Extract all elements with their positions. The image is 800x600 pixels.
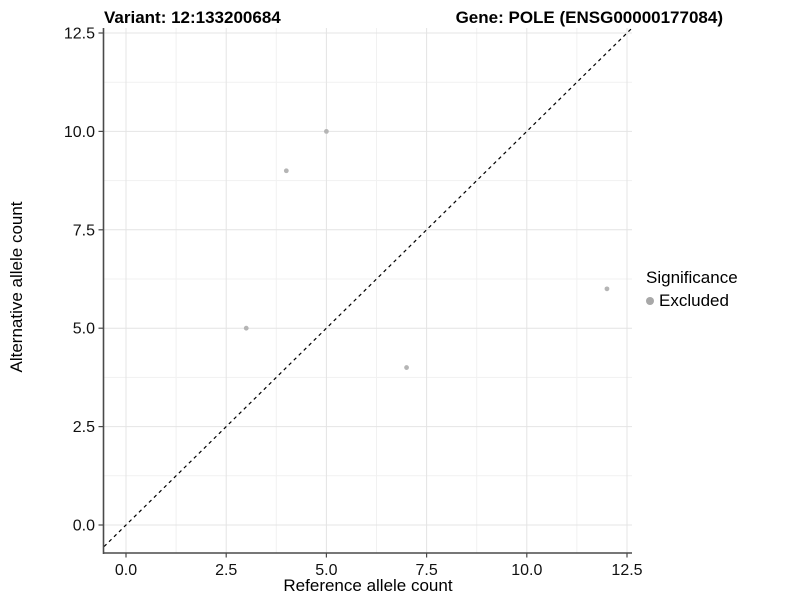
y-tick-label: 0.0 bbox=[73, 518, 95, 535]
x-tick-label: 12.5 bbox=[611, 562, 642, 579]
y-axis-title: Alternative allele count bbox=[7, 201, 26, 372]
y-tick-label: 7.5 bbox=[73, 222, 95, 239]
data-point bbox=[324, 129, 329, 134]
grid-layer bbox=[104, 28, 632, 553]
x-tick-label: 10.0 bbox=[511, 562, 542, 579]
data-point bbox=[283, 168, 289, 174]
legend-entry-excluded: Excluded bbox=[646, 291, 738, 311]
y-tick-label: 2.5 bbox=[73, 419, 95, 436]
x-tick-label: 5.0 bbox=[315, 562, 337, 579]
identity-line-layer bbox=[103, 27, 633, 548]
data-point bbox=[404, 365, 409, 370]
gene-title: Gene: POLE (ENSG00000177084) bbox=[455, 8, 723, 27]
legend-title: Significance bbox=[646, 268, 738, 287]
y-tick-label: 5.0 bbox=[73, 321, 95, 338]
identity-line bbox=[103, 27, 633, 548]
x-tick-label: 2.5 bbox=[215, 562, 237, 579]
y-tick-label: 12.5 bbox=[64, 26, 95, 43]
legend: Significance Excluded bbox=[646, 268, 738, 311]
data-point bbox=[604, 286, 610, 292]
excluded-point-icon bbox=[646, 297, 654, 305]
y-tick-label: 10.0 bbox=[64, 124, 95, 141]
axis-layer: 0.0 2.5 5.0 7.5 10.0 12.5 0.0 2.5 5.0 7.5 10.0 12.5 bbox=[64, 26, 643, 580]
data-point bbox=[243, 325, 249, 331]
x-tick-label: 7.5 bbox=[415, 562, 437, 579]
x-tick-label: 0.0 bbox=[115, 562, 137, 579]
legend-entry-label: Excluded bbox=[659, 291, 729, 310]
variant-title: Variant: 12:133200684 bbox=[104, 8, 281, 27]
points-layer bbox=[243, 129, 610, 370]
x-axis-title: Reference allele count bbox=[283, 576, 452, 595]
